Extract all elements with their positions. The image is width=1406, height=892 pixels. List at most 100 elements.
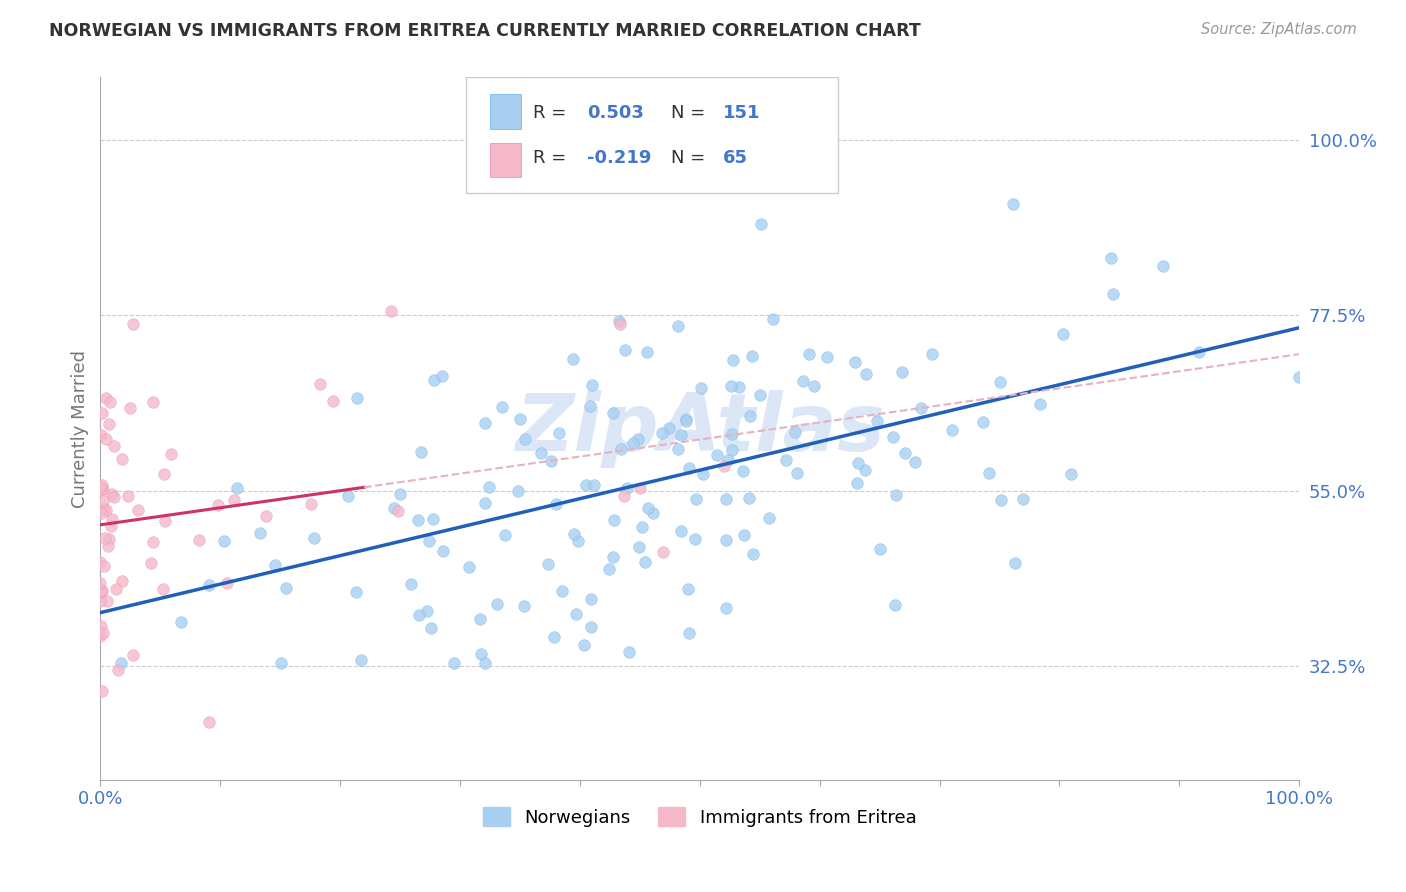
Point: [508, 484, 530, 499]
Point: [567, 533, 589, 548]
Point: [89, 576, 111, 591]
Point: [117, 489, 139, 503]
Point: [546, 497, 568, 511]
Point: [717, 453, 740, 467]
Point: [97, 539, 120, 553]
Point: [530, 446, 553, 460]
Point: [274, 581, 297, 595]
Point: [98, 395, 121, 409]
Point: [884, 488, 907, 502]
FancyBboxPatch shape: [465, 78, 838, 194]
Point: [89, 594, 111, 608]
Point: [721, 353, 744, 368]
Point: [671, 524, 693, 538]
Point: [910, 401, 932, 415]
Text: N =: N =: [671, 149, 711, 167]
Point: [415, 604, 437, 618]
Point: [399, 576, 422, 591]
Point: [1152, 259, 1174, 273]
Point: [668, 318, 690, 333]
Point: [626, 432, 648, 446]
Point: [432, 544, 454, 558]
Point: [692, 467, 714, 481]
Point: [582, 477, 605, 491]
Point: [741, 349, 763, 363]
Point: [160, 447, 183, 461]
Point: [602, 550, 624, 565]
Point: [423, 372, 446, 386]
Point: [669, 428, 692, 442]
Point: [894, 445, 917, 459]
Point: [152, 467, 174, 482]
Point: [513, 599, 536, 614]
Point: [470, 647, 492, 661]
Text: R =: R =: [533, 149, 572, 167]
Point: [91, 478, 114, 492]
Point: [309, 376, 332, 391]
Point: [628, 482, 651, 496]
Point: [224, 492, 246, 507]
Point: [803, 378, 825, 392]
Point: [103, 490, 125, 504]
Point: [675, 412, 697, 426]
Point: [111, 574, 134, 588]
Point: [1004, 556, 1026, 570]
Point: [121, 317, 143, 331]
Point: [207, 498, 229, 512]
Point: [882, 430, 904, 444]
Point: [90, 582, 112, 597]
Point: [792, 374, 814, 388]
Point: [713, 459, 735, 474]
Point: [430, 368, 453, 383]
Point: [562, 352, 585, 367]
Point: [389, 487, 412, 501]
Point: [904, 455, 927, 469]
Point: [749, 217, 772, 231]
Point: [748, 388, 770, 402]
FancyBboxPatch shape: [489, 95, 522, 128]
Point: [197, 714, 219, 729]
Point: [90, 506, 112, 520]
Point: [350, 653, 373, 667]
Point: [198, 577, 221, 591]
Point: [474, 656, 496, 670]
Point: [408, 607, 430, 622]
Point: [89, 555, 111, 569]
Point: [690, 381, 713, 395]
Text: NORWEGIAN VS IMMIGRANTS FROM ERITREA CURRENTLY MARRIED CORRELATION CHART: NORWEGIAN VS IMMIGRANTS FROM ERITREA CUR…: [49, 22, 921, 40]
Point: [486, 598, 509, 612]
Point: [786, 467, 808, 481]
Point: [574, 638, 596, 652]
Point: [91, 482, 114, 496]
Point: [91, 626, 114, 640]
Point: [118, 401, 141, 416]
Point: [1288, 369, 1310, 384]
Text: -0.219: -0.219: [588, 149, 651, 167]
Point: [758, 511, 780, 525]
Point: [1052, 326, 1074, 341]
Point: [443, 656, 465, 670]
Point: [382, 501, 405, 516]
Point: [96, 594, 118, 608]
Point: [652, 545, 675, 559]
Point: [101, 487, 124, 501]
Point: [631, 520, 654, 534]
Point: [678, 461, 700, 475]
Point: [1188, 344, 1211, 359]
Point: [142, 535, 165, 549]
Point: [598, 561, 620, 575]
Point: [107, 663, 129, 677]
Point: [853, 463, 876, 477]
Point: [675, 414, 697, 428]
Point: [616, 481, 638, 495]
Point: [387, 504, 409, 518]
Point: [94, 531, 117, 545]
Point: [96, 502, 118, 516]
Point: [683, 532, 706, 546]
Point: [602, 406, 624, 420]
Point: [90, 684, 112, 698]
Point: [733, 528, 755, 542]
Point: [972, 415, 994, 429]
Point: [676, 582, 699, 597]
Point: [714, 600, 737, 615]
